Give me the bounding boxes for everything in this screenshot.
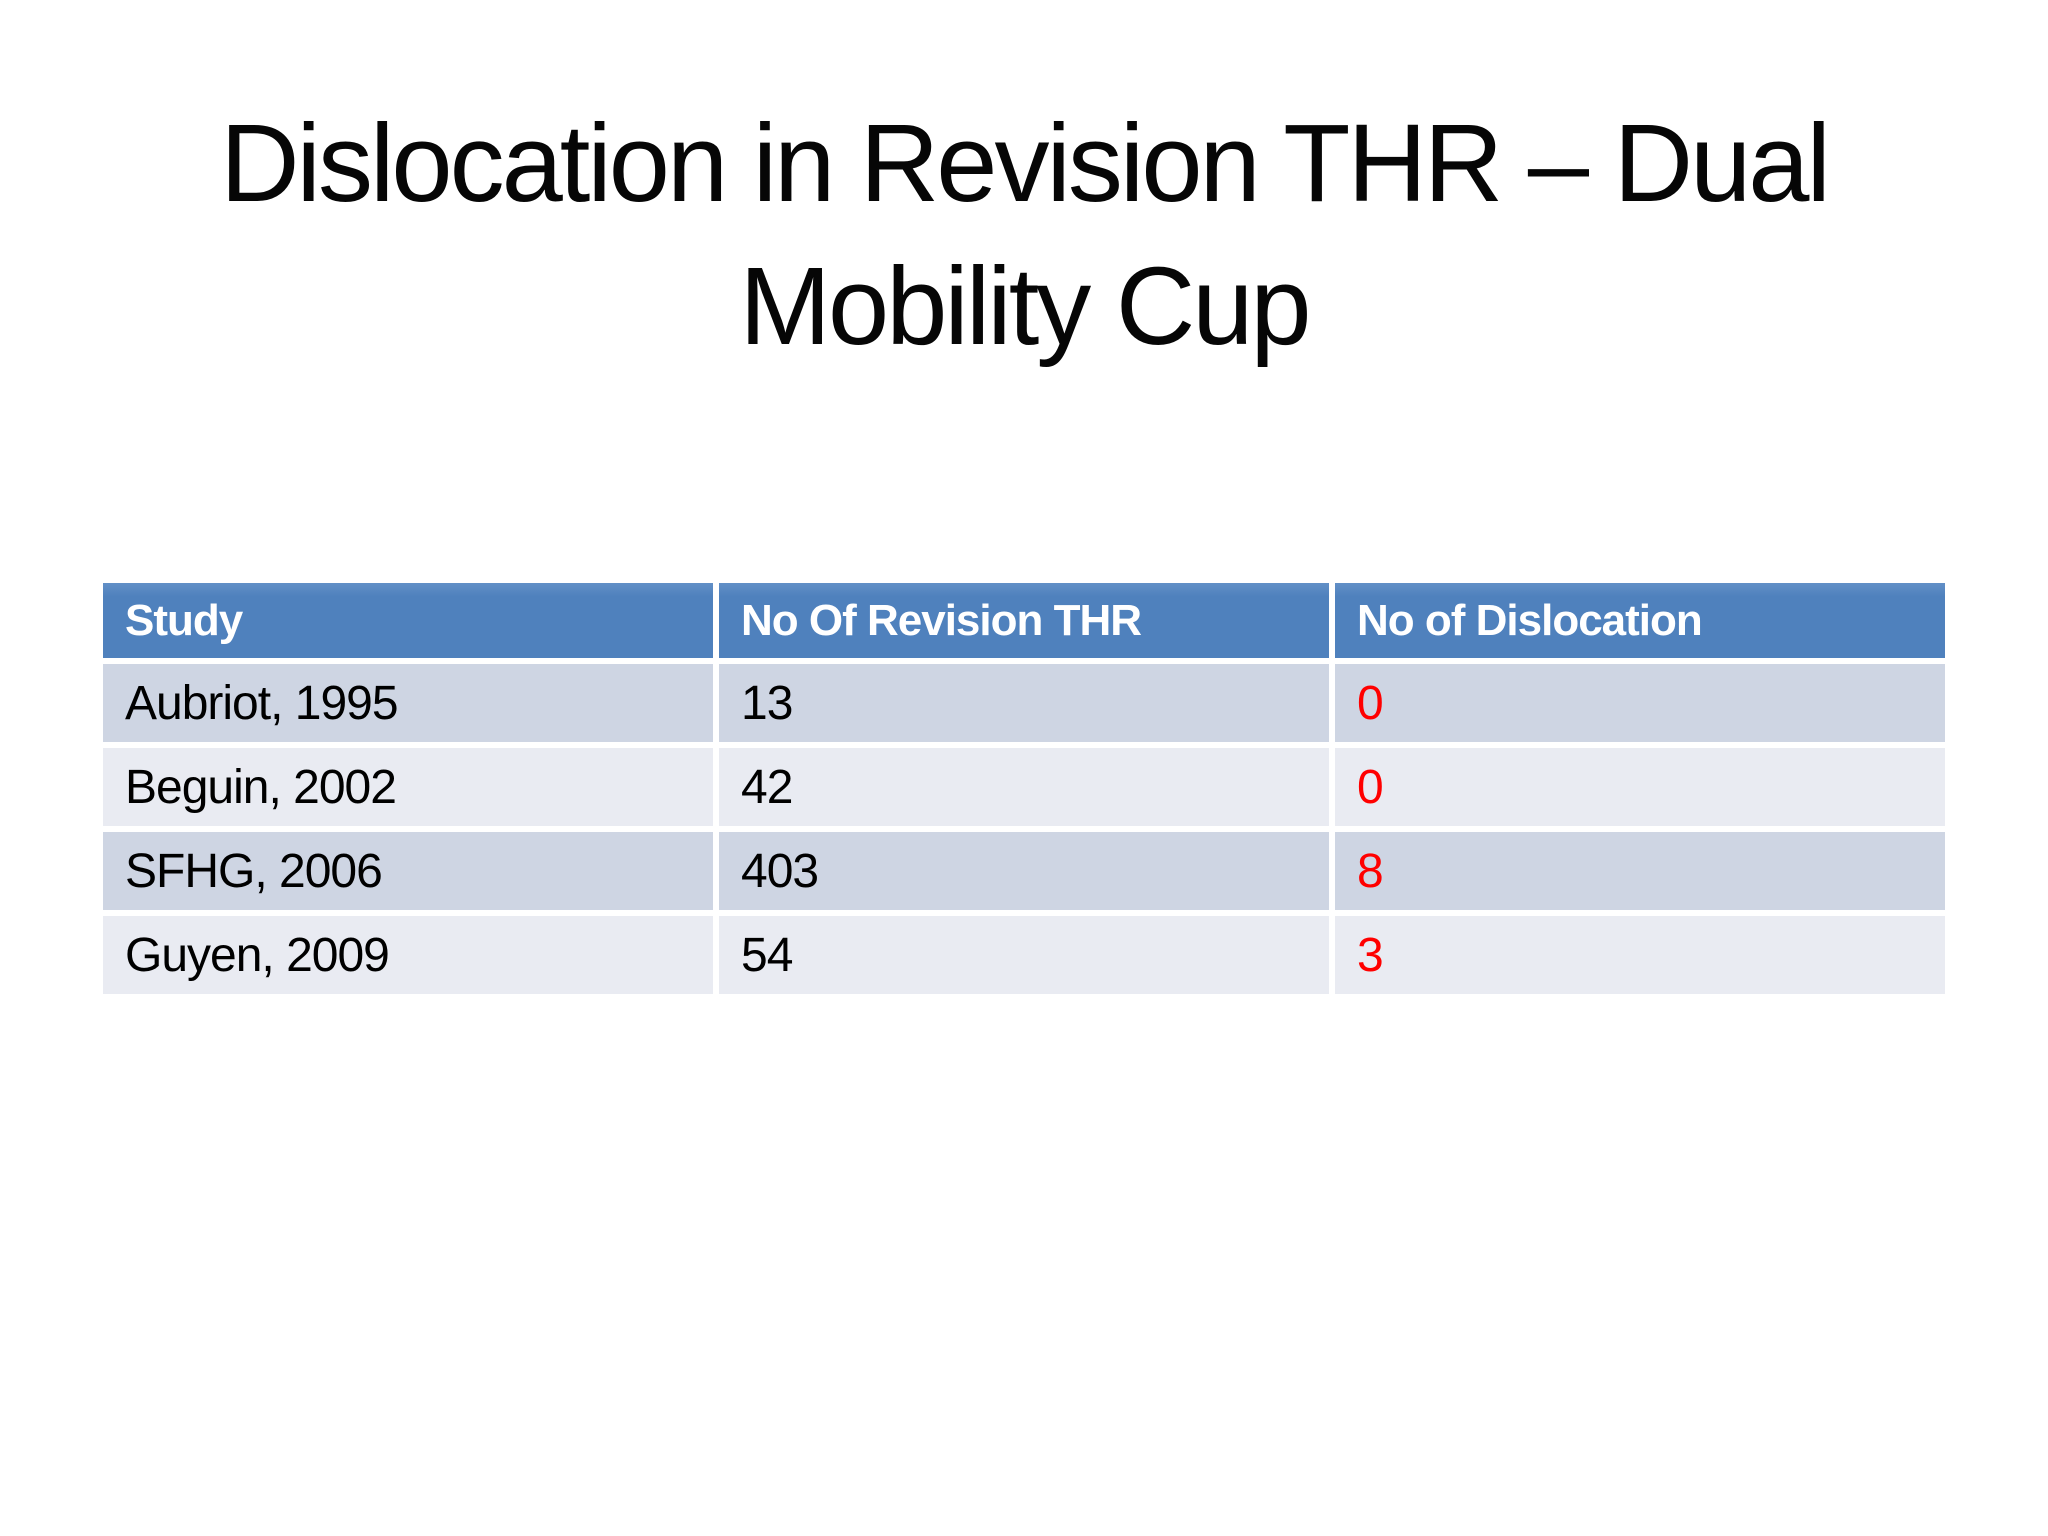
study-table-header: Study No Of Revision THR No of Dislocati… [103,583,1945,658]
table-row: SFHG, 2006 403 8 [103,832,1945,910]
cell-dislocations: 0 [1335,748,1945,826]
slide-title: Dislocation in Revision THR – Dual Mobil… [0,92,2048,378]
cell-revisions: 54 [719,916,1329,994]
cell-study: Guyen, 2009 [103,916,713,994]
column-header-study: Study [103,583,713,658]
study-table: Study No Of Revision THR No of Dislocati… [97,577,1951,1000]
study-table-body: Aubriot, 1995 13 0 Beguin, 2002 42 0 SFH… [103,664,1945,994]
cell-dislocations: 8 [1335,832,1945,910]
cell-dislocations: 0 [1335,664,1945,742]
header-row: Study No Of Revision THR No of Dislocati… [103,583,1945,658]
slide-title-line-1: Dislocation in Revision THR – Dual [220,102,1831,225]
slide-title-line-2: Mobility Cup [739,245,1311,368]
cell-study: Aubriot, 1995 [103,664,713,742]
cell-study: SFHG, 2006 [103,832,713,910]
table-row: Aubriot, 1995 13 0 [103,664,1945,742]
cell-dislocations: 3 [1335,916,1945,994]
table-row: Beguin, 2002 42 0 [103,748,1945,826]
cell-revisions: 42 [719,748,1329,826]
column-header-revision-thr: No Of Revision THR [719,583,1329,658]
table-row: Guyen, 2009 54 3 [103,916,1945,994]
cell-study: Beguin, 2002 [103,748,713,826]
cell-revisions: 403 [719,832,1329,910]
column-header-dislocation: No of Dislocation [1335,583,1945,658]
cell-revisions: 13 [719,664,1329,742]
